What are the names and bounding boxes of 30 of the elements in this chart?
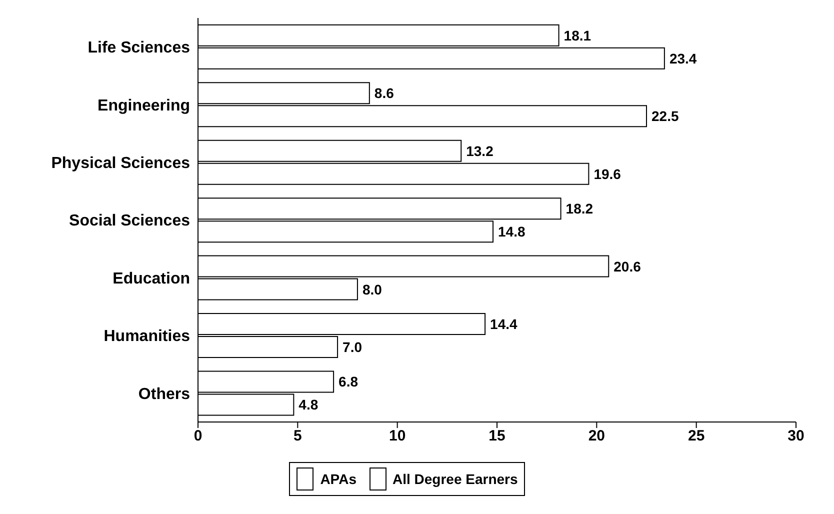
x-tick-label: 20 [588, 428, 606, 445]
data-label: 19.6 [594, 166, 622, 182]
data-label: 8.6 [374, 85, 394, 102]
y-tick-label: Humanities [104, 328, 190, 346]
data-label: 8.0 [362, 281, 382, 298]
data-label: 14.8 [498, 224, 526, 240]
data-label: 13.2 [466, 142, 494, 159]
y-tick-label: Others [138, 386, 190, 403]
x-tick-label: 0 [194, 428, 202, 445]
data-label: 22.5 [652, 108, 679, 124]
x-tick-label: 10 [388, 428, 406, 445]
x-tick-label: 25 [688, 428, 705, 445]
data-label: 20.6 [614, 258, 642, 274]
x-tick-label: 5 [293, 428, 302, 445]
data-label: 14.4 [490, 316, 518, 332]
y-tick-label: Social Sciences [69, 212, 190, 230]
legend-label: APAs [320, 471, 356, 487]
x-tick-label: 15 [488, 428, 506, 445]
y-tick-label: Education [112, 270, 190, 288]
legend-label: All Degree Earners [392, 471, 518, 487]
data-label: 6.8 [338, 374, 358, 390]
data-label: 7.0 [342, 338, 362, 355]
data-label: 18.1 [564, 27, 592, 44]
data-label: 18.2 [566, 200, 594, 217]
data-label: 4.8 [298, 396, 318, 413]
y-tick-label: Physical Sciences [51, 154, 190, 172]
x-tick-label: 30 [788, 428, 804, 445]
y-tick-label: Engineering [98, 97, 190, 114]
y-tick-label: Life Sciences [88, 40, 190, 57]
data-label: 23.4 [669, 50, 697, 66]
